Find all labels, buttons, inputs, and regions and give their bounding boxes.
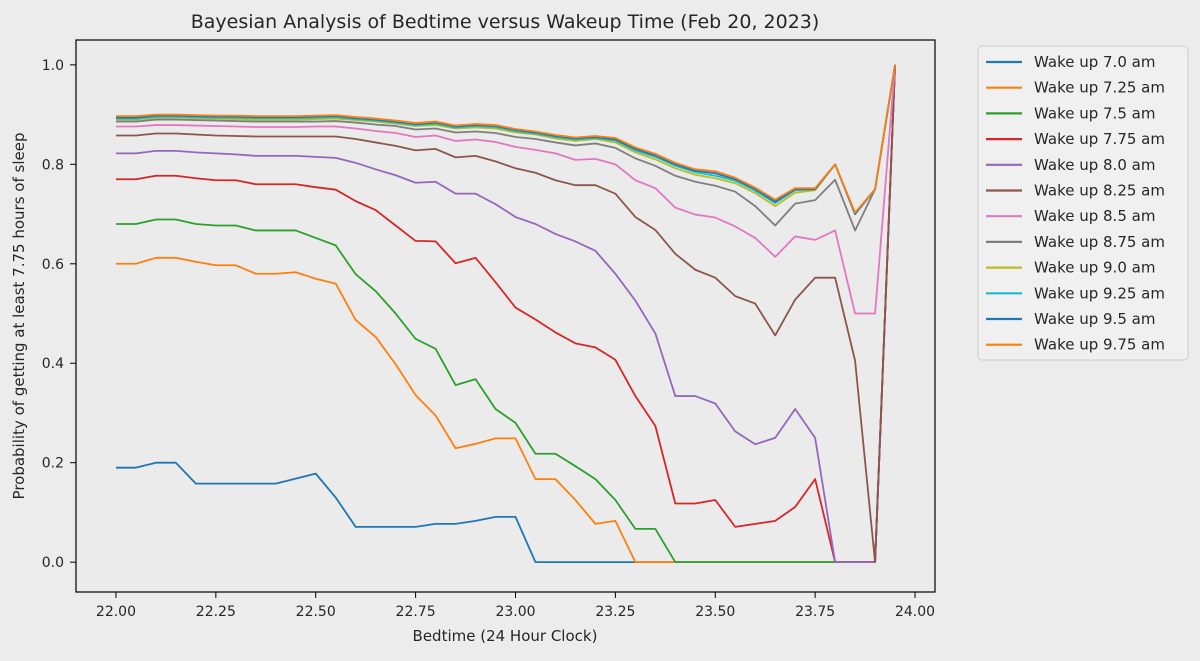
x-axis-label: Bedtime (24 Hour Clock)	[413, 627, 598, 645]
y-tick-label: 0.0	[42, 555, 64, 571]
series-line-4	[115, 64, 896, 564]
x-tick-label: 22.75	[396, 604, 436, 620]
legend-label: Wake up 7.5 am	[1034, 104, 1155, 122]
series-line-6	[115, 64, 896, 564]
series-line-9	[115, 64, 896, 215]
y-axis-label: Probability of getting at least 7.75 hou…	[10, 133, 28, 500]
y-tick-label: 1.0	[42, 58, 64, 74]
x-axis: 22.00 22.25 22.50 22.75 23.00 23.25 23.50 23.75…	[96, 592, 935, 620]
series-line-10	[115, 64, 896, 215]
x-tick-label: 23.50	[695, 604, 735, 620]
series-line-5	[115, 64, 896, 564]
series-line-11	[115, 64, 896, 215]
legend-label: Wake up 8.25 am	[1034, 182, 1165, 200]
legend-label: Wake up 9.0 am	[1034, 259, 1155, 277]
legend: Wake up 7.0 am Wake up 7.25 am Wake up 7.5…	[977, 45, 1189, 361]
legend-label: Wake up 7.0 am	[1034, 53, 1155, 71]
x-tick-label: 24.00	[895, 604, 935, 620]
y-axis: 0.0 0.2 0.4 0.6 0.8 1.0	[42, 58, 76, 571]
y-tick-label: 0.4	[42, 356, 64, 372]
chart-title: Bayesian Analysis of Bedtime versus Wake…	[191, 11, 820, 33]
y-tick-label: 0.2	[42, 456, 64, 472]
plot-area	[75, 39, 936, 593]
series-line-3	[115, 64, 896, 564]
series-line-7	[115, 64, 896, 315]
legend-label: Wake up 8.0 am	[1034, 156, 1155, 174]
legend-label: Wake up 9.5 am	[1034, 310, 1155, 328]
legend-label: Wake up 9.75 am	[1034, 336, 1165, 354]
y-tick-label: 0.6	[42, 257, 64, 273]
x-tick-label: 23.00	[495, 604, 535, 620]
y-tick-label: 0.8	[42, 157, 64, 173]
series-line-8	[115, 64, 896, 232]
x-tick-label: 22.00	[96, 604, 136, 620]
legend-label: Wake up 8.5 am	[1034, 207, 1155, 225]
x-tick-label: 22.25	[196, 604, 236, 620]
x-tick-label: 23.75	[795, 604, 835, 620]
legend-items: Wake up 7.0 am Wake up 7.25 am Wake up 7.5…	[986, 53, 1165, 354]
x-tick-label: 23.25	[595, 604, 635, 620]
x-tick-label: 22.50	[296, 604, 336, 620]
legend-label: Wake up 7.25 am	[1034, 79, 1165, 97]
legend-label: Wake up 8.75 am	[1034, 233, 1165, 251]
series-line-12	[115, 64, 896, 214]
series-lines	[115, 64, 896, 564]
legend-box	[977, 45, 1189, 361]
legend-label: Wake up 9.25 am	[1034, 284, 1165, 302]
legend-label: Wake up 7.75 am	[1034, 130, 1165, 148]
